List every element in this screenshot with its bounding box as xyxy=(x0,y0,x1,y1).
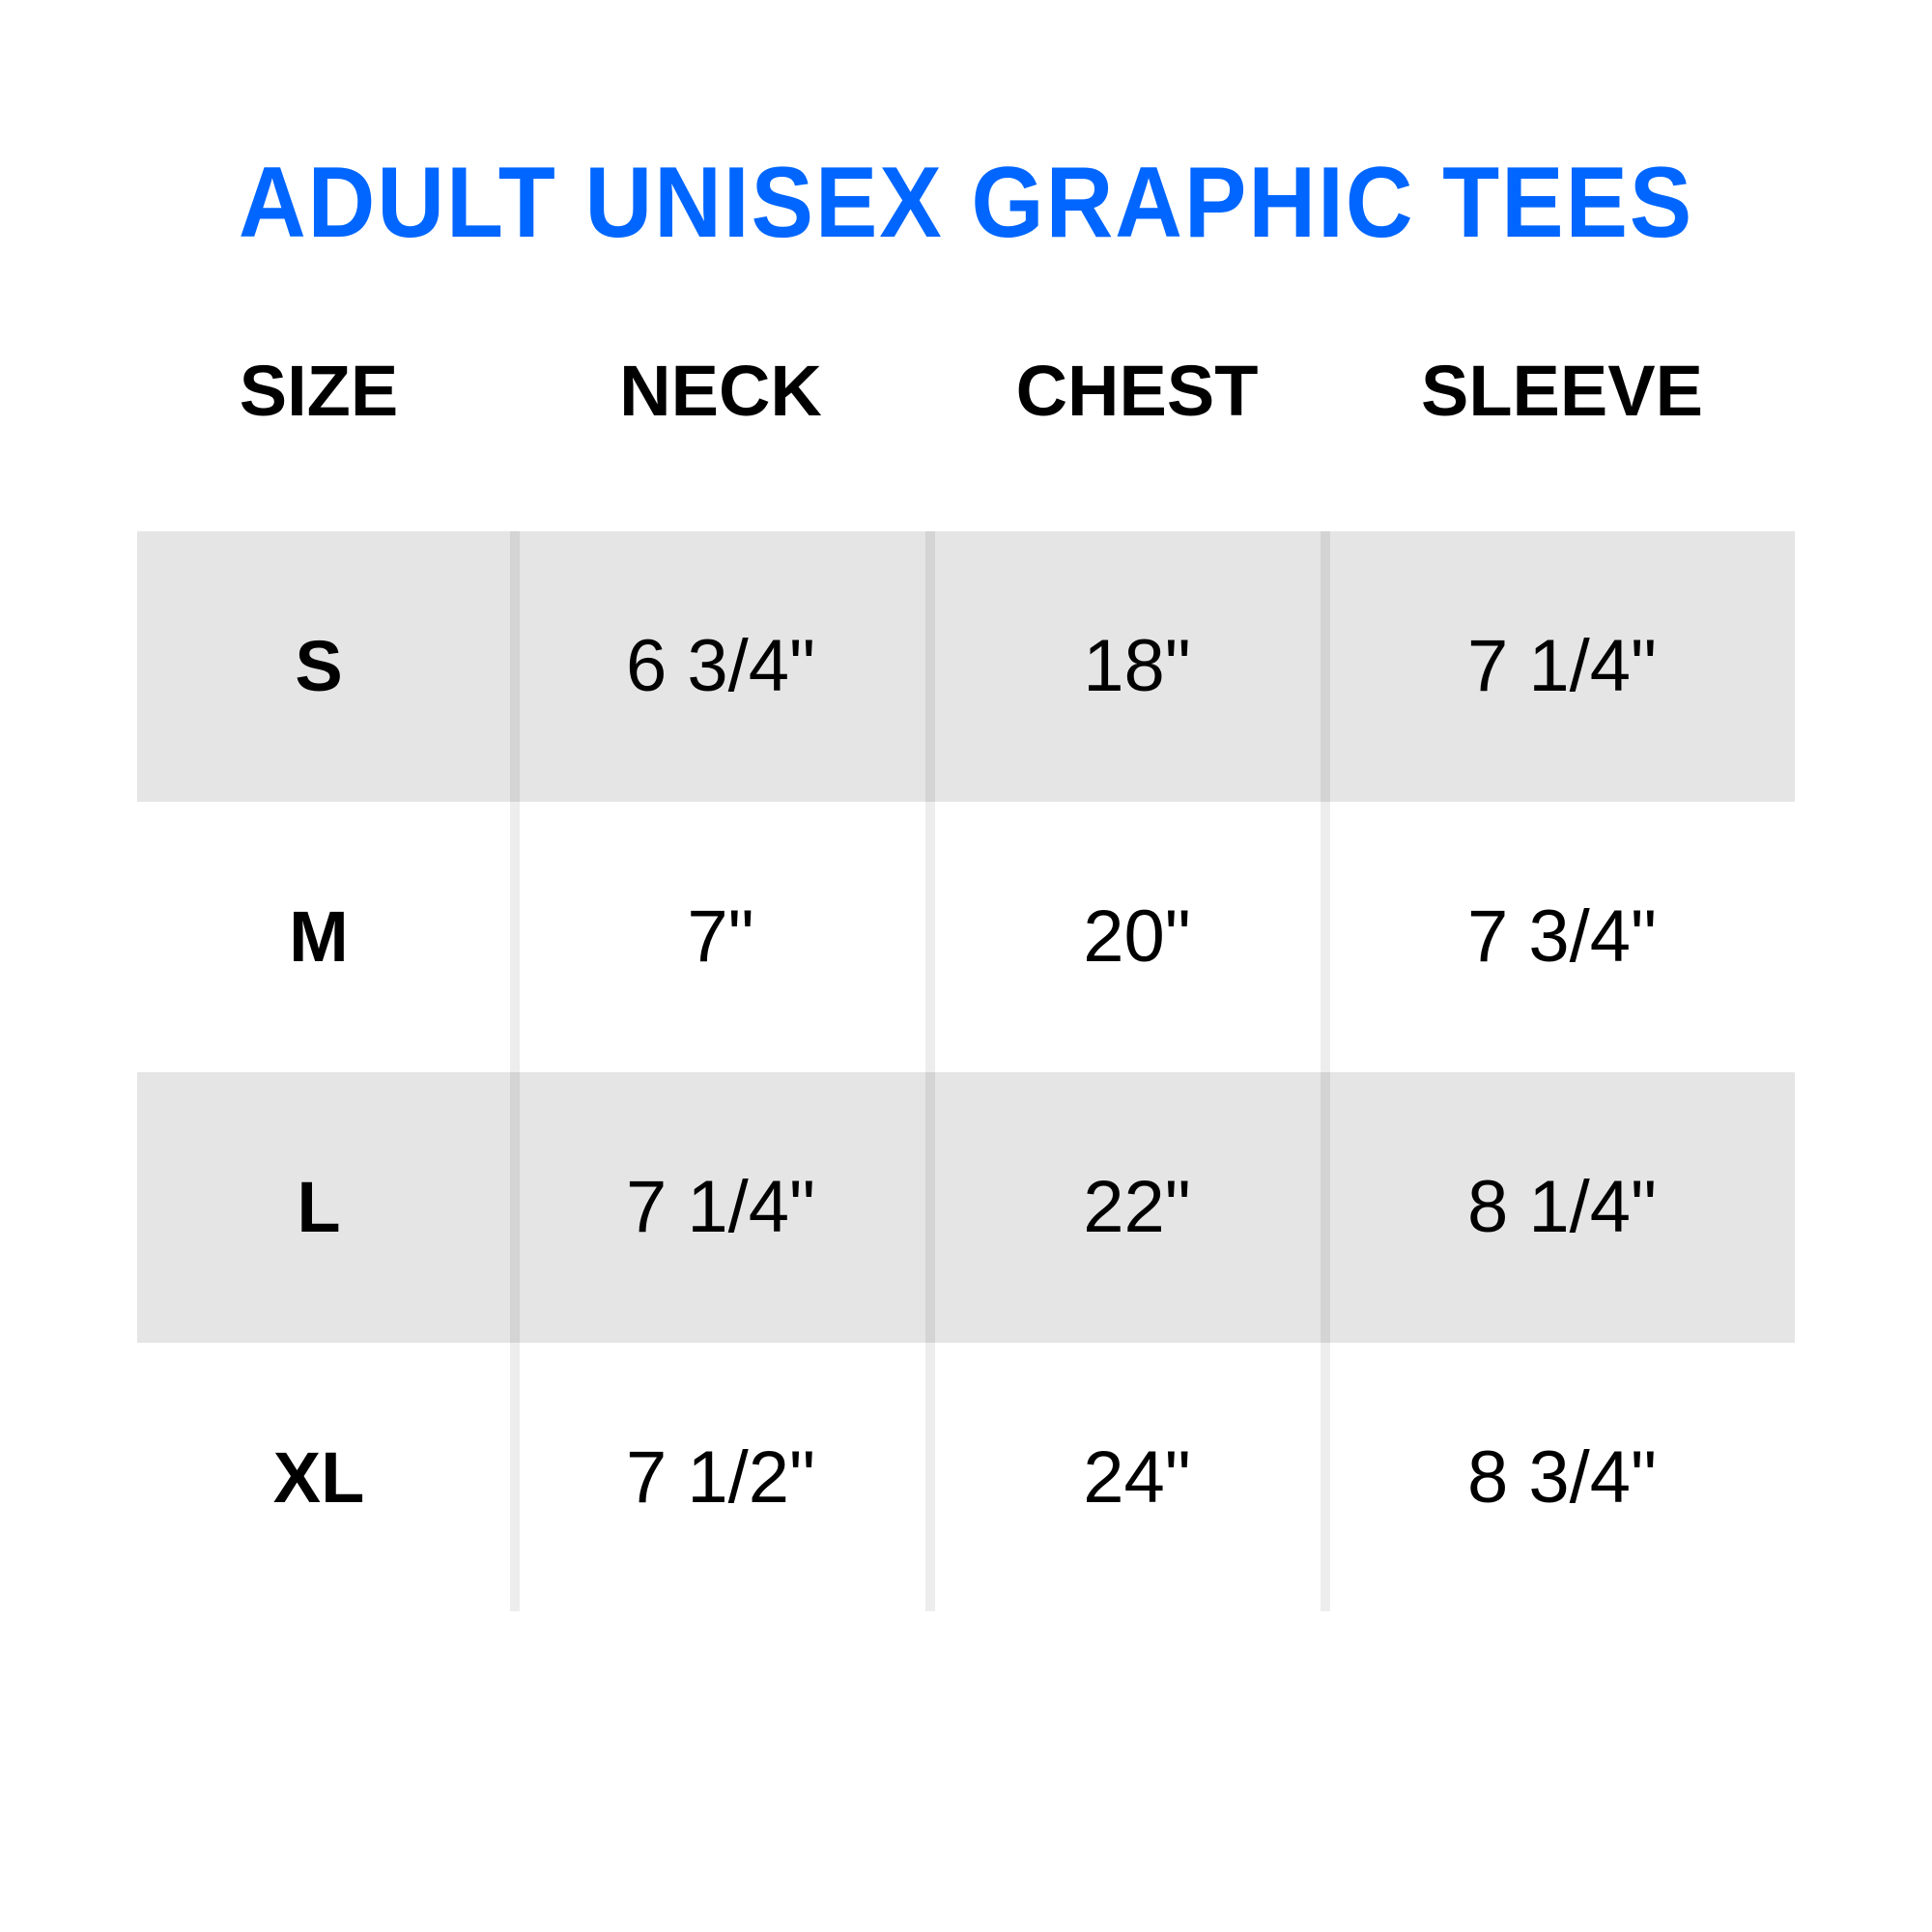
table-row: XL 7 1/2" 24" 8 3/4" xyxy=(137,1343,1795,1613)
table-row: L 7 1/4" 22" 8 1/4" xyxy=(137,1072,1795,1343)
header-size: SIZE xyxy=(239,351,399,431)
table-row: M 7" 20" 7 3/4" xyxy=(137,802,1795,1072)
column-divider xyxy=(1321,531,1330,1611)
column-divider xyxy=(925,531,935,1611)
column-divider xyxy=(510,531,520,1611)
sleeve-cell: 7 3/4" xyxy=(1466,895,1657,978)
table-row: S 6 3/4" 18" 7 1/4" xyxy=(137,531,1795,802)
page-title: ADULT UNISEX GRAPHIC TEES xyxy=(238,147,1694,259)
size-cell: M xyxy=(289,896,349,977)
chest-cell: 20" xyxy=(1083,895,1191,978)
chest-cell: 22" xyxy=(1083,1166,1191,1248)
header-chest: CHEST xyxy=(1015,351,1259,431)
header-sleeve: SLEEVE xyxy=(1421,351,1703,431)
sleeve-cell: 8 3/4" xyxy=(1466,1436,1657,1519)
neck-cell: 7" xyxy=(687,895,754,978)
sleeve-cell: 7 1/4" xyxy=(1466,625,1657,707)
chest-cell: 24" xyxy=(1083,1436,1191,1519)
header-neck: NECK xyxy=(619,351,822,431)
sleeve-cell: 8 1/4" xyxy=(1466,1166,1657,1248)
chest-cell: 18" xyxy=(1083,625,1191,707)
size-table: S 6 3/4" 18" 7 1/4" M 7" 20" 7 3/4" L 7 … xyxy=(137,531,1795,1611)
size-cell: L xyxy=(297,1167,341,1247)
size-cell: XL xyxy=(272,1437,365,1518)
size-cell: S xyxy=(295,626,343,706)
neck-cell: 7 1/2" xyxy=(625,1436,815,1519)
neck-cell: 7 1/4" xyxy=(625,1166,815,1248)
neck-cell: 6 3/4" xyxy=(625,625,815,707)
